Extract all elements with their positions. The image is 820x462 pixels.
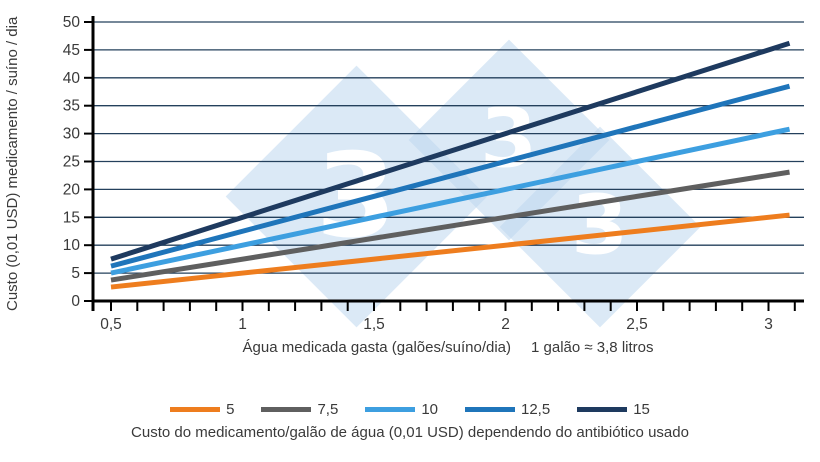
legend-item-7,5: 7,5 <box>261 401 338 418</box>
x-tick-label-2,5: 2,5 <box>626 316 648 333</box>
legend-caption: Custo do medicamento/galão de água (0,01… <box>131 424 689 441</box>
y-tick-label-0: 0 <box>71 293 80 310</box>
y-axis-title: Custo (0,01 USD) medicamento / suíno / d… <box>4 16 21 312</box>
legend-label: 12,5 <box>521 401 551 418</box>
legend-label: 5 <box>226 401 235 418</box>
y-tick-label-20: 20 <box>63 181 81 198</box>
y-tick-label-45: 45 <box>63 42 80 59</box>
x-tick-label-3: 3 <box>764 316 773 333</box>
legend-label: 10 <box>421 401 438 418</box>
legend-swatch <box>170 407 221 412</box>
series-line-10 <box>110 126 791 276</box>
legend: 5 7,5 10 12,5 15 <box>0 401 820 418</box>
x-axis-title-text: Água medicada gasta (galões/suíno/dia) <box>242 339 512 356</box>
x-tick-label-1,5: 1,5 <box>363 316 385 333</box>
y-tick-label-10: 10 <box>63 237 81 254</box>
legend-label: 15 <box>633 401 650 418</box>
legend-item-5: 5 <box>170 401 234 418</box>
x-tick-label-2: 2 <box>501 316 510 333</box>
x-axis-unit-note: 1 galão ≈ 3,8 litros <box>531 339 654 356</box>
legend-item-15: 15 <box>577 401 650 418</box>
series-line-12,5 <box>110 83 791 269</box>
y-tick-label-40: 40 <box>63 70 81 87</box>
y-tick-label-30: 30 <box>63 126 81 143</box>
y-tick-label-50: 50 <box>63 14 81 31</box>
y-tick-label-5: 5 <box>71 265 80 282</box>
x-axis-title: Água medicada gasta (galões/suíno/dia) 1 … <box>92 339 804 356</box>
y-tick-label-35: 35 <box>63 98 80 115</box>
x-tick-label-1: 1 <box>238 316 247 333</box>
legend-item-12,5: 12,5 <box>465 401 550 418</box>
legend-swatch <box>261 407 312 412</box>
x-tick-label-0,5: 0,5 <box>100 316 122 333</box>
y-tick-label-15: 15 <box>63 209 80 226</box>
legend-swatch <box>465 407 515 412</box>
series-line-7,5 <box>110 169 790 283</box>
series-line-5 <box>110 212 790 290</box>
legend-swatch <box>365 407 416 412</box>
legend-swatch <box>577 407 628 412</box>
legend-item-10: 10 <box>365 401 438 418</box>
y-tick-label-25: 25 <box>63 154 80 171</box>
legend-label: 7,5 <box>317 401 339 418</box>
series-line-15 <box>110 40 791 262</box>
